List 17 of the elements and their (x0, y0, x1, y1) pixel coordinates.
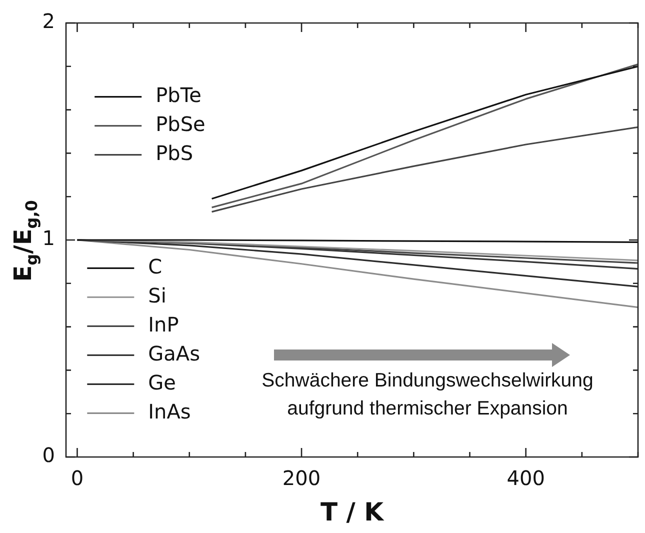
legend-label: PbSe (156, 112, 206, 136)
annotation: Schwächere Bindungswechselwirkung aufgrund thermischer Expansion (262, 369, 594, 420)
x-tick-label: 400 (506, 466, 545, 490)
x-tick-label: 0 (70, 466, 84, 490)
y-tick-label: 1 (42, 226, 55, 250)
y-tick-label: 2 (42, 9, 55, 34)
legend-label: PbTe (156, 82, 202, 107)
y-tick-label: 0 (42, 443, 55, 468)
legend-label: InP (148, 312, 179, 336)
legend-label: PbS (156, 140, 194, 165)
legend-label: C (148, 254, 162, 278)
x-axis-title: T / K (320, 498, 386, 526)
legend-label: InAs (148, 399, 191, 424)
legend-label: Si (148, 283, 166, 308)
legend-label: GaAs (148, 341, 200, 366)
x-tick-label: 200 (282, 466, 321, 490)
legend-label: Ge (148, 370, 176, 394)
